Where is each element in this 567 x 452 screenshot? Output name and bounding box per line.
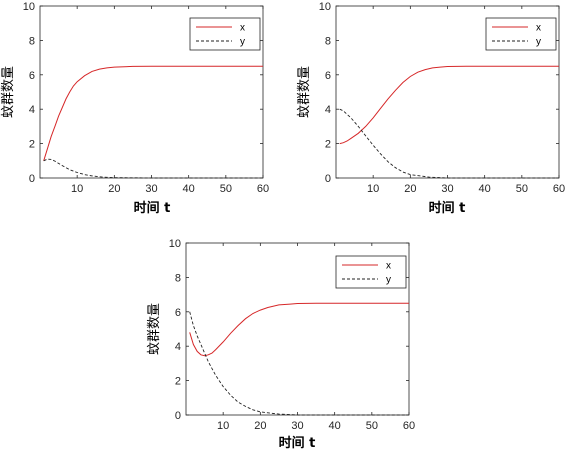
x-tick-label: 40 <box>329 420 341 432</box>
y-axis-label: 蚊群数量 <box>1 66 16 118</box>
legend-box <box>335 255 407 289</box>
y-axis-label: 蚊群数量 <box>147 303 162 355</box>
legend-label-x: x <box>386 261 391 272</box>
series-line-y <box>43 158 263 179</box>
x-tick-label: 40 <box>183 183 195 195</box>
y-tick-label: 2 <box>325 139 331 151</box>
y-tick-label: 0 <box>325 173 331 185</box>
y-tick-label: 4 <box>29 104 35 116</box>
y-tick-label: 4 <box>325 104 331 116</box>
y-tick-label: 8 <box>175 272 181 284</box>
x-axis-label: 时间 t <box>279 435 316 451</box>
x-tick-label: 30 <box>291 420 303 432</box>
legend-label-y: y <box>536 37 541 48</box>
series-line-y <box>189 311 409 416</box>
x-tick-label: 10 <box>71 183 83 195</box>
x-tick-label: 60 <box>257 183 269 195</box>
chart-panel-3: 10 20 30 40 50 60 0 2 4 6 8 10 时间 t 蚊群数量 x y <box>147 238 415 451</box>
y-tick-label: 6 <box>325 70 331 82</box>
legend-box <box>189 17 261 51</box>
series-line-x <box>339 65 559 145</box>
y-tick-label: 2 <box>29 139 35 151</box>
y-tick-label: 8 <box>325 35 331 47</box>
y-axis-label: 蚊群数量 <box>297 66 312 118</box>
x-tick-label: 30 <box>441 183 453 195</box>
y-tick-label: 6 <box>29 70 35 82</box>
x-tick-label: 40 <box>479 183 491 195</box>
x-tick-label: 60 <box>553 183 565 195</box>
legend: x y <box>189 17 261 51</box>
legend: x y <box>335 255 407 289</box>
x-tick-label: 30 <box>145 183 157 195</box>
y-tick-label: 0 <box>29 173 35 185</box>
series-line-y <box>339 108 559 179</box>
chart-panel-2: 10 20 30 40 50 60 0 2 4 6 8 10 时间 t 蚊群数量 x y <box>297 1 565 216</box>
legend-label-x: x <box>240 23 245 34</box>
x-axis-label: 时间 t <box>429 200 466 216</box>
legend-label-y: y <box>386 275 391 286</box>
x-tick-label: 20 <box>254 420 266 432</box>
x-axis-label: 时间 t <box>134 200 171 216</box>
legend-box <box>485 17 557 51</box>
series-line-x <box>189 302 409 357</box>
x-tick-label: 60 <box>403 420 415 432</box>
y-tick-label: 6 <box>175 307 181 319</box>
y-tick-label: 10 <box>319 1 331 13</box>
y-tick-label: 10 <box>169 238 181 250</box>
x-tick-label: 10 <box>217 420 229 432</box>
x-tick-label: 50 <box>220 183 232 195</box>
chart-panel-1: 10 20 30 40 50 60 0 2 4 6 8 10 时间 t 蚊群数量 x y <box>1 1 269 216</box>
legend: x y <box>485 17 557 51</box>
legend-label-y: y <box>240 37 245 48</box>
y-tick-label: 0 <box>175 410 181 422</box>
y-tick-label: 2 <box>175 376 181 388</box>
y-tick-label: 10 <box>23 1 35 13</box>
x-tick-label: 50 <box>516 183 528 195</box>
y-tick-label: 8 <box>29 35 35 47</box>
x-tick-label: 50 <box>366 420 378 432</box>
x-tick-label: 20 <box>404 183 416 195</box>
x-tick-label: 20 <box>108 183 120 195</box>
series-line-x <box>43 65 263 161</box>
y-tick-label: 4 <box>175 341 181 353</box>
x-tick-label: 10 <box>367 183 379 195</box>
legend-label-x: x <box>536 23 541 34</box>
